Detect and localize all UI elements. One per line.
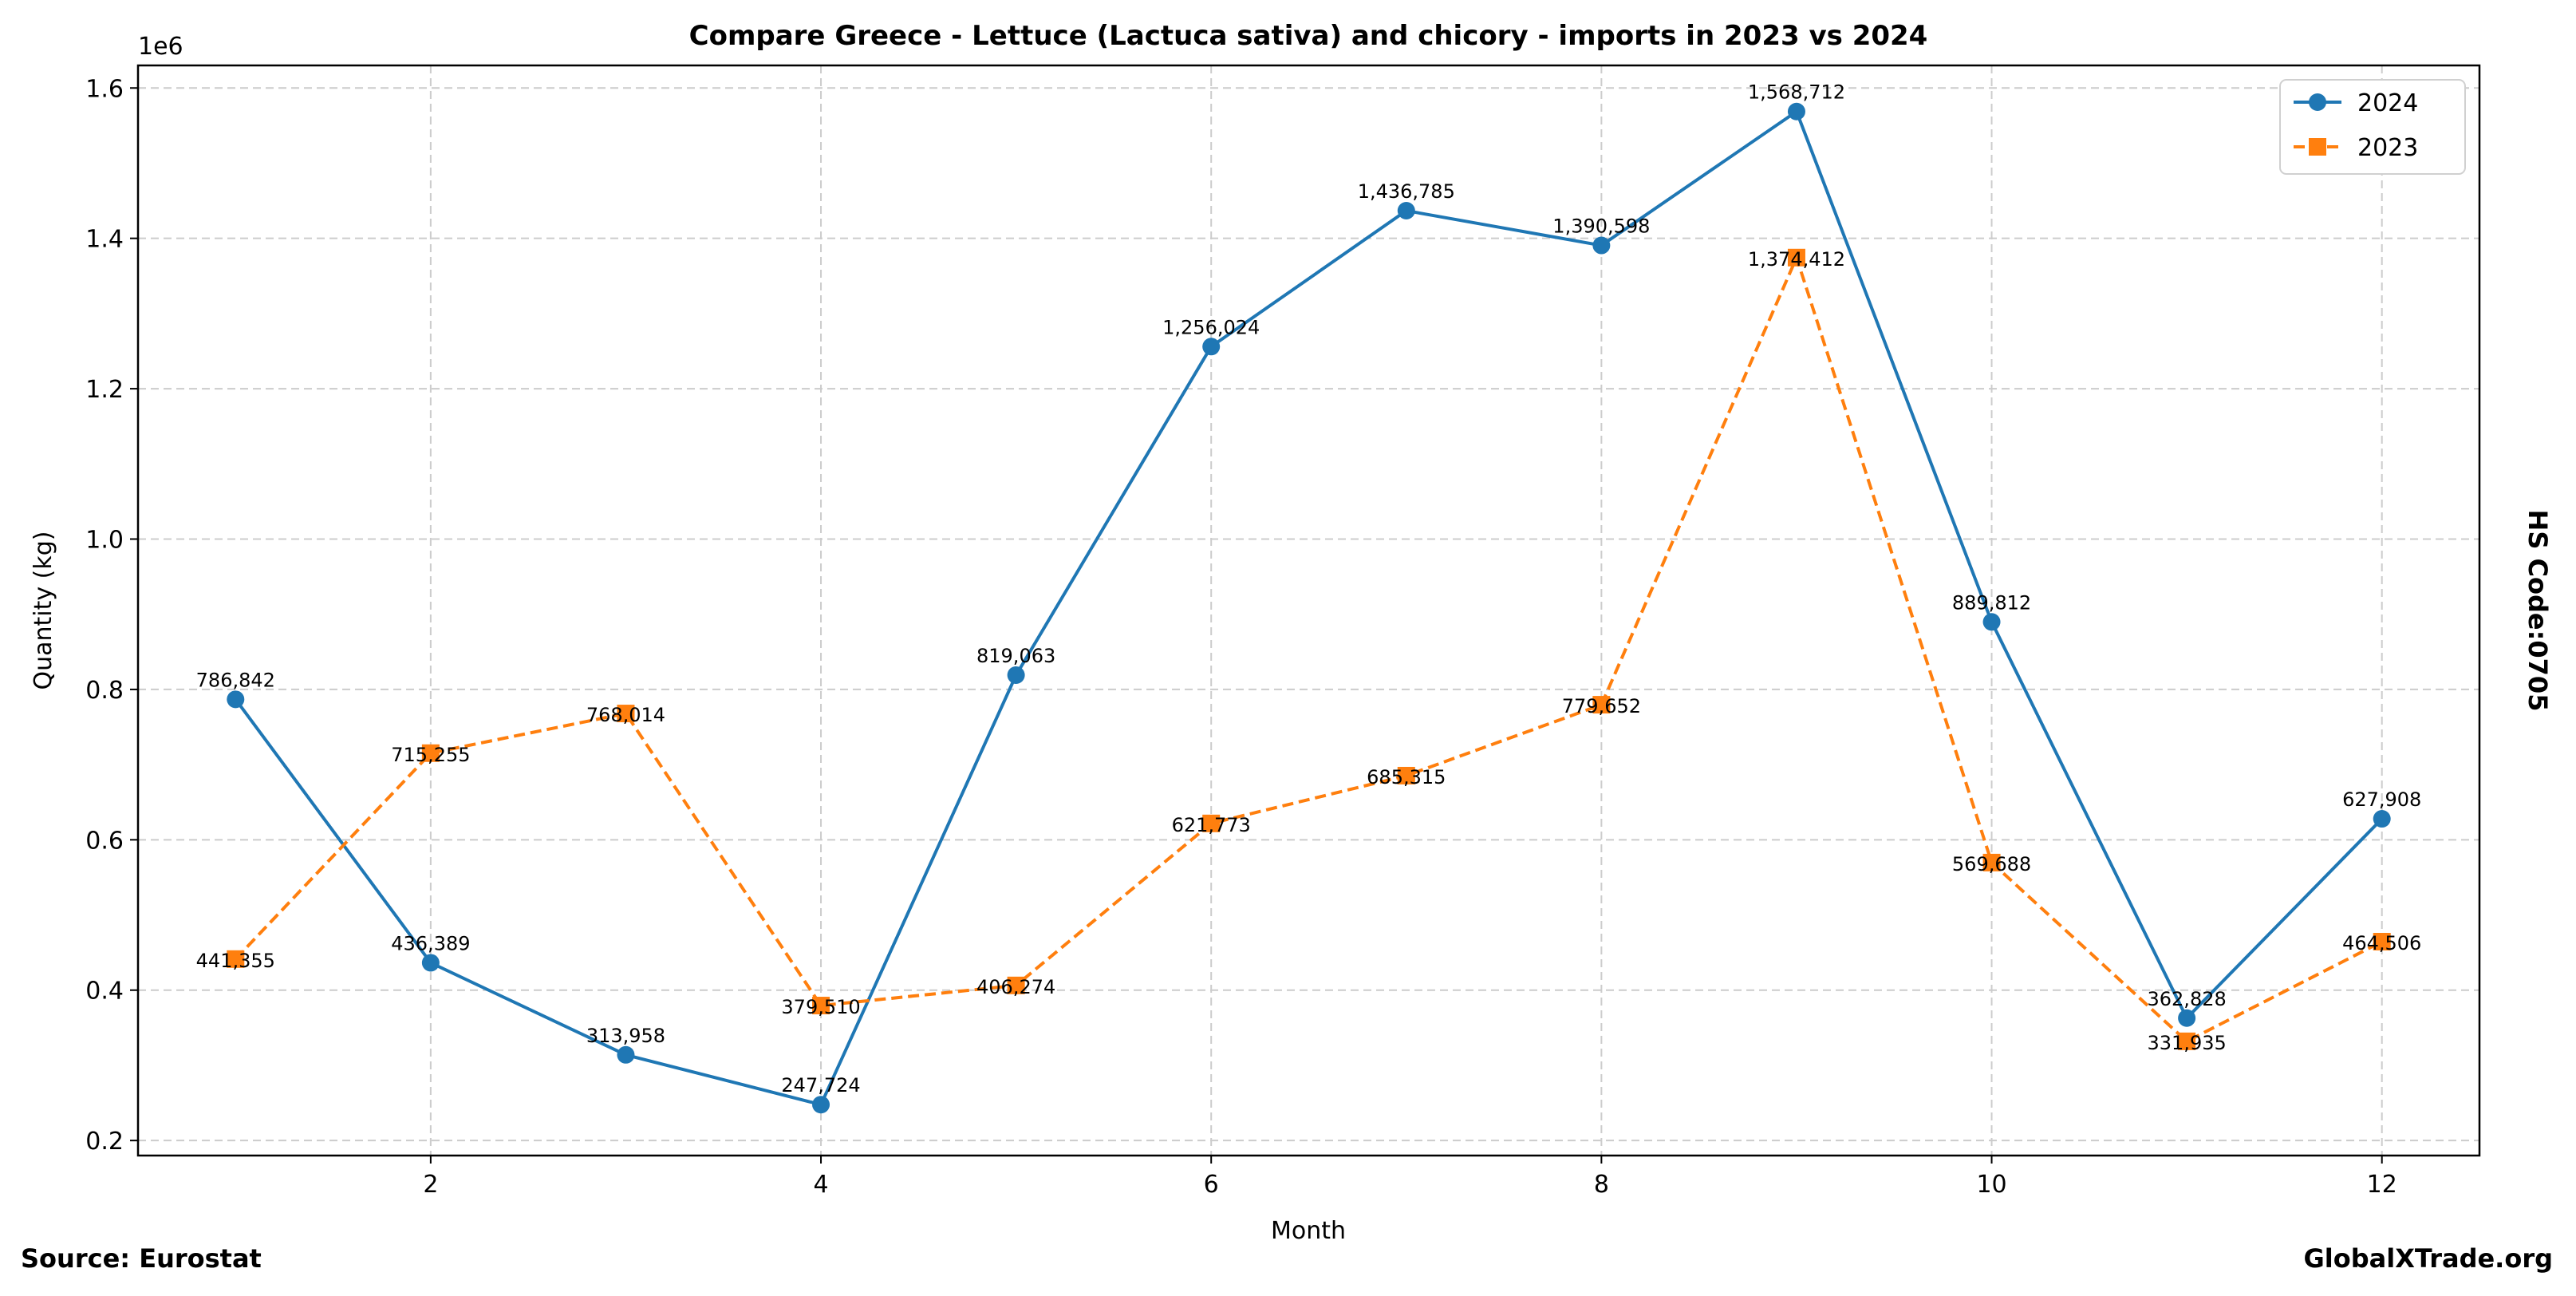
data-label-2024: 313,958 <box>586 1025 665 1047</box>
data-label-2023: 685,315 <box>1367 766 1446 788</box>
data-point-2024 <box>1982 613 2001 631</box>
data-label-2023: 331,935 <box>2148 1032 2227 1054</box>
data-point-2023 <box>1202 814 1221 832</box>
data-label-2024: 819,063 <box>976 645 1055 667</box>
chart-title: Compare Greece - Lettuce (Lactuca sativa… <box>689 20 1928 52</box>
data-label-2023: 779,652 <box>1562 695 1641 717</box>
plot-frame <box>136 64 2481 1157</box>
x-tick-label: 8 <box>1594 1171 1609 1199</box>
y-tick-label: 1.6 <box>85 75 124 103</box>
data-label-2023: 464,506 <box>2342 932 2421 954</box>
data-label-2023: 1,374,412 <box>1748 248 1845 271</box>
legend-marker-2024 <box>2309 93 2326 111</box>
data-point-2023 <box>2373 932 2391 950</box>
data-point-2023 <box>1982 853 2001 871</box>
series-line-2024 <box>234 109 2384 1107</box>
data-point-2024 <box>2178 1009 2196 1027</box>
legend: 2024 2023 <box>2279 79 2466 175</box>
data-point-2023 <box>1397 766 1415 784</box>
watermark: GlobalXTrade.org <box>2304 1243 2553 1274</box>
series-layer: 786,842 436,389 313,958 247,724 819,063 1,256… <box>196 81 2421 1114</box>
data-point-2024 <box>1787 102 1805 121</box>
y-tick-label: 0.2 <box>85 1128 124 1156</box>
y-tick-label: 0.6 <box>85 827 124 855</box>
data-label-2023: 621,773 <box>1172 814 1251 836</box>
data-point-2023 <box>1007 976 1025 994</box>
data-point-2023 <box>2178 1032 2196 1050</box>
data-label-2024: 1,390,598 <box>1552 215 1650 238</box>
data-label-2024: 1,436,785 <box>1358 180 1455 203</box>
x-tick-label: 6 <box>1204 1171 1219 1199</box>
data-label-2024: 1,256,024 <box>1162 316 1260 338</box>
data-point-2023 <box>1592 696 1611 714</box>
data-label-2023: 379,510 <box>781 996 860 1018</box>
y-tick-label: 0.4 <box>85 978 124 1006</box>
data-label-2024: 889,812 <box>1952 591 2031 614</box>
data-point-2023 <box>421 744 440 762</box>
legend-label-2023: 2023 <box>2357 134 2418 162</box>
data-point-2024 <box>617 1045 635 1064</box>
y-offset-label: 1e6 <box>138 33 183 61</box>
data-label-2024: 247,724 <box>781 1074 860 1096</box>
data-label-2024: 627,908 <box>2342 788 2421 811</box>
data-label-2023: 715,255 <box>391 744 470 766</box>
data-label-2024: 436,389 <box>391 932 470 954</box>
y-tick-label: 1.0 <box>85 527 124 555</box>
y-axis-label: Quantity (kg) <box>30 531 57 690</box>
x-tick-label: 10 <box>1976 1171 2006 1199</box>
data-point-2023 <box>1787 248 1805 267</box>
x-tick-label: 12 <box>2367 1171 2397 1199</box>
data-point-2024 <box>1007 666 1025 684</box>
legend-label-2024: 2024 <box>2357 89 2418 117</box>
data-label-2023: 441,355 <box>196 950 275 972</box>
y-tick-label: 1.2 <box>85 376 124 404</box>
hs-code-label: HS Code:0705 <box>2523 510 2553 712</box>
data-point-2024 <box>812 1096 830 1114</box>
data-label-2024: 362,828 <box>2148 988 2227 1010</box>
data-point-2023 <box>617 705 635 723</box>
data-label-2023: 768,014 <box>586 704 665 726</box>
x-axis-label: Month <box>1271 1217 1346 1245</box>
data-point-2024 <box>1397 202 1415 220</box>
series-line-2023 <box>234 253 2383 1044</box>
data-point-2023 <box>812 997 830 1015</box>
legend-marker-2023 <box>2309 138 2326 156</box>
source-label: Source: Eurostat <box>21 1243 262 1274</box>
data-point-2024 <box>2373 810 2391 828</box>
axis-ticks: 2 4 6 8 10 12 0.2 0.4 0.6 0.8 1.0 1.2 1.4 1.6 <box>85 75 2397 1199</box>
x-tick-label: 2 <box>423 1171 438 1199</box>
data-point-2024 <box>421 954 440 972</box>
data-label-2023: 406,274 <box>976 976 1055 998</box>
y-tick-label: 1.4 <box>85 226 124 254</box>
data-label-2023: 569,688 <box>1952 853 2031 875</box>
data-point-2024 <box>1592 236 1611 255</box>
x-tick-label: 4 <box>813 1171 828 1199</box>
data-point-2024 <box>227 690 245 709</box>
data-point-2023 <box>227 950 245 968</box>
data-label-2024: 1,568,712 <box>1748 81 1845 104</box>
data-label-2024: 786,842 <box>196 669 275 691</box>
data-point-2024 <box>1202 338 1221 356</box>
y-tick-label: 0.8 <box>85 677 124 705</box>
